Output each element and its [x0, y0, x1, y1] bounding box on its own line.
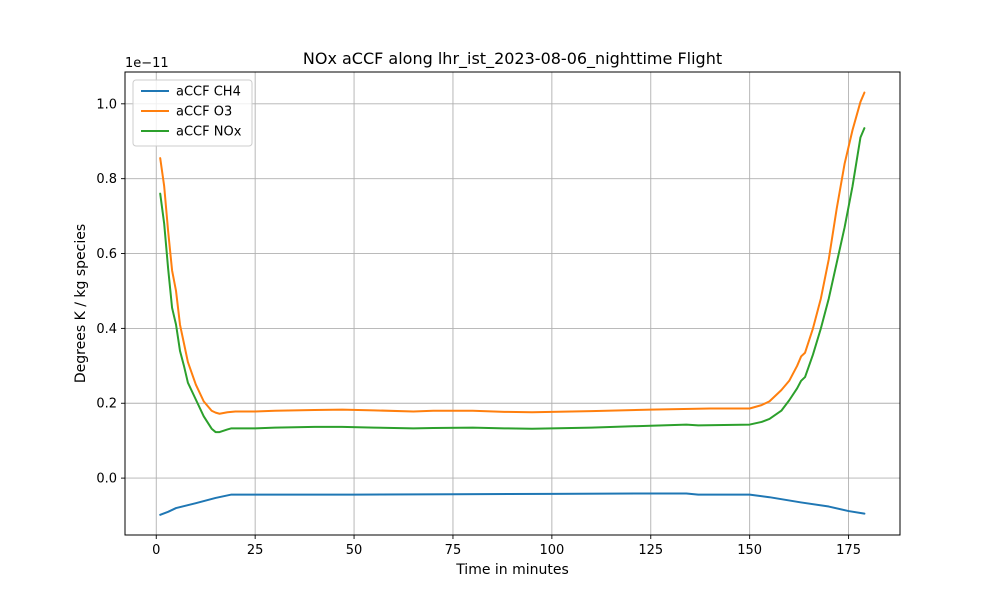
y-tick-label: 0.4 — [96, 322, 117, 337]
x-tick-label: 0 — [152, 543, 160, 558]
x-axis-label: Time in minutes — [455, 562, 569, 578]
x-tick-label: 175 — [836, 543, 861, 558]
chart-title: NOx aCCF along lhr_ist_2023-08-06_nightt… — [303, 49, 722, 69]
y-tick-label: 0.8 — [96, 172, 117, 187]
legend-label: aCCF CH4 — [176, 85, 241, 100]
series-line-accf-nox — [159, 127, 866, 434]
x-tick-label: 100 — [539, 543, 564, 558]
legend-label: aCCF O3 — [176, 105, 232, 120]
y-tick-label: 0.2 — [96, 397, 117, 412]
x-tick-label: 50 — [346, 543, 363, 558]
x-tick-label: 75 — [445, 543, 462, 558]
x-tick-label: 125 — [638, 543, 663, 558]
y-tick-label: 0.0 — [96, 472, 117, 487]
x-tick-label: 150 — [737, 543, 762, 558]
y-tick-label: 0.6 — [96, 247, 117, 262]
plot-area-frame — [124, 71, 901, 536]
legend-entries: aCCF CH4 aCCF O3 aCCF NOx — [141, 85, 242, 140]
y-axis-label: Degrees K / kg species — [73, 224, 89, 383]
series-layer — [159, 91, 866, 516]
y-tick-label: 1.0 — [96, 97, 117, 112]
series-line-accf-o3 — [159, 91, 866, 415]
legend-box — [132, 79, 253, 147]
legend-label: aCCF NOx — [176, 125, 242, 140]
tick-layer: 0 25 50 75 100 125 150 175 0.0 0.2 0.4 0.6 0.8 1.0 — [96, 97, 861, 558]
y-axis-offset-text: 1e−11 — [125, 56, 169, 71]
x-tick-label: 25 — [247, 543, 264, 558]
series-line-accf-ch4 — [159, 492, 866, 516]
legend: aCCF CH4 aCCF O3 aCCF NOx — [132, 79, 253, 147]
